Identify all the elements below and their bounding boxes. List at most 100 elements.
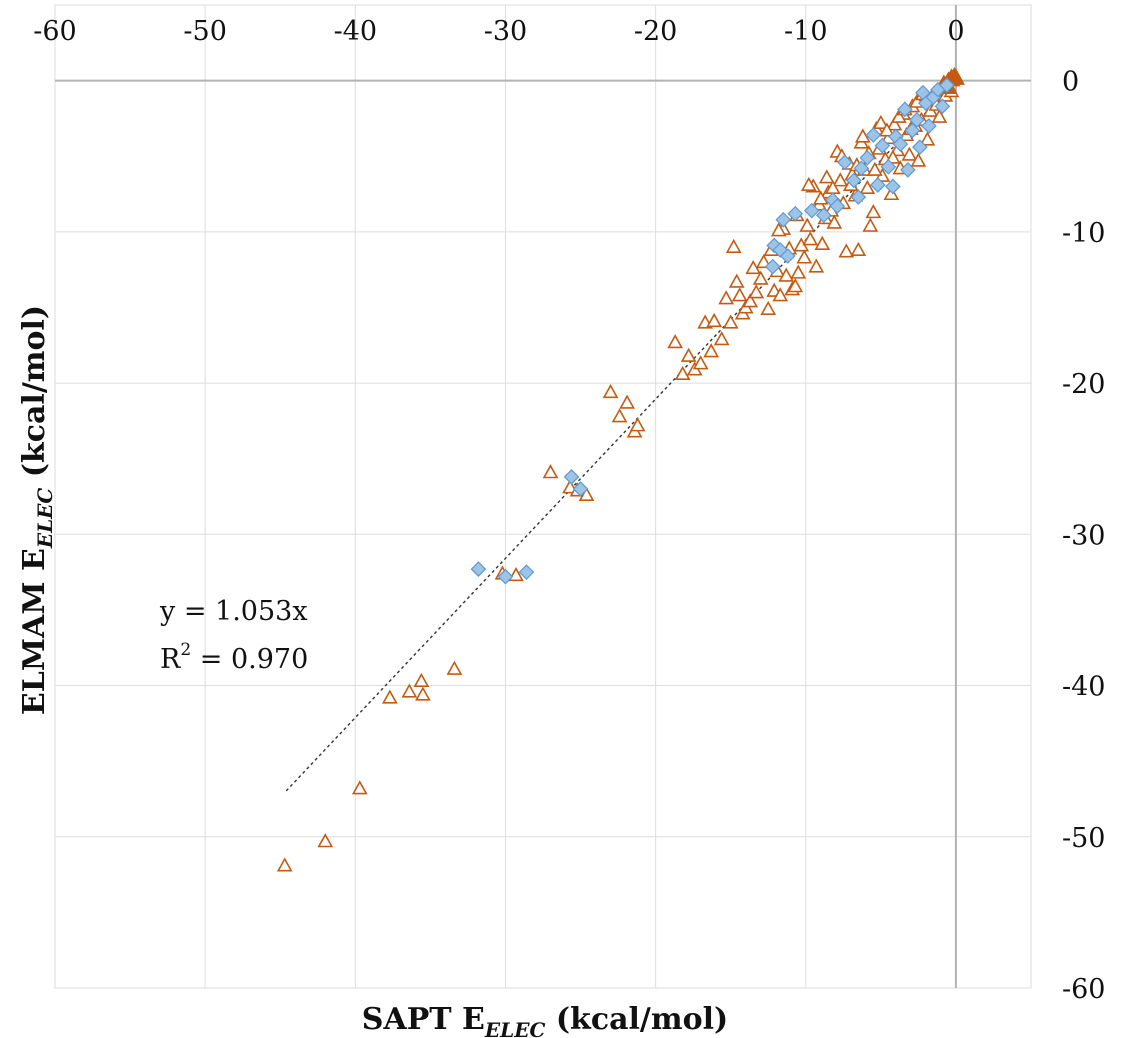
triangle-point [854, 128, 871, 143]
diamond-point [803, 202, 820, 219]
trendline [285, 80, 957, 792]
diamond-point [497, 568, 514, 585]
x-tick-label: 0 [947, 16, 964, 47]
y-tick-label: -10 [1062, 218, 1105, 249]
triangle-point [381, 689, 398, 704]
triangle-point [866, 161, 883, 176]
triangle-point [351, 780, 368, 795]
triangle-point [812, 190, 829, 205]
triangle-point [878, 122, 895, 137]
diamond-point [897, 101, 913, 118]
diamond-point [766, 237, 783, 254]
triangle-point [814, 235, 831, 250]
diamond-point [572, 481, 589, 497]
triangle-point [826, 214, 843, 229]
diamond-point [869, 177, 886, 193]
axes [55, 5, 1031, 988]
diamond-point [874, 137, 891, 154]
y-tick-label: -40 [1062, 672, 1105, 703]
triangle-point [800, 176, 817, 191]
triangle-point [755, 253, 772, 269]
gridlines [54, 4, 1032, 989]
triangle-point [850, 241, 867, 256]
triangle-point [401, 683, 418, 698]
triangle-point [706, 312, 723, 328]
triangle-point [722, 314, 739, 329]
triangle-point [760, 300, 777, 315]
triangle-point [413, 672, 430, 688]
diamond-point [845, 172, 862, 189]
r-squared-label: R2 = 0.970 [160, 640, 308, 675]
x-tick-label: -40 [334, 16, 377, 47]
triangle-point [742, 293, 759, 308]
y-tick-label: -20 [1062, 369, 1105, 400]
y-tick-label: -60 [1062, 974, 1105, 1005]
tick-labels: -60 -50 -40 -30 -20 -10 0 0 -10 -20 -30 -40 -50 -60 [33, 16, 1105, 1005]
triangle-point [562, 479, 578, 494]
diamond-point [904, 122, 921, 139]
triangle-point [886, 116, 903, 131]
triangle-point [317, 833, 334, 848]
triangle-point [692, 355, 709, 370]
triangle-point [713, 331, 730, 346]
triangle-point [859, 179, 876, 194]
x-tick-label: -60 [33, 16, 76, 47]
triangle-point [884, 149, 901, 164]
triangle-point [838, 243, 855, 258]
triangle-point [446, 660, 463, 675]
triangle-point [891, 108, 907, 123]
triangle-point [787, 278, 804, 293]
triangle-point [578, 486, 595, 501]
triangle-point [883, 185, 900, 201]
triangle-point [611, 408, 628, 423]
triangle-point [778, 267, 795, 282]
triangle-point [731, 287, 748, 302]
triangle-point [508, 566, 524, 582]
filled-triangle-point [949, 71, 965, 85]
triangle-point [703, 343, 720, 358]
diamond-point [787, 205, 804, 222]
triangle-point [542, 464, 559, 479]
triangle-point [808, 258, 825, 273]
diamond-point [885, 178, 901, 195]
x-tick-label: -50 [183, 16, 226, 47]
triangle-point [619, 394, 635, 409]
diamond-point [939, 77, 955, 94]
triangle-point [718, 290, 735, 305]
diamond-point [815, 207, 832, 224]
diamond-point [934, 98, 951, 115]
diamond-point [892, 136, 909, 152]
data-points [276, 66, 965, 872]
triangle-point [728, 273, 745, 288]
y-tick-label: -50 [1062, 823, 1105, 854]
x-axis-title: SAPT EELEC (kcal/mol) [362, 1002, 728, 1038]
triangle-point [276, 857, 293, 872]
diamond-point [921, 118, 937, 134]
triangle-point [725, 238, 742, 253]
triangle-point [872, 114, 889, 129]
triangle-point [799, 217, 816, 232]
triangle-point [790, 264, 807, 279]
y-tick-label: 0 [1062, 67, 1079, 98]
diamond-point [909, 112, 925, 128]
diamond-point [470, 561, 487, 577]
x-tick-label: -30 [484, 16, 527, 47]
diamond-point [865, 127, 882, 143]
y-axis-title: ELMAM EELEC (kcal/mol) [17, 305, 57, 715]
diamond-point [518, 564, 535, 580]
diamond-point [859, 149, 876, 166]
triangle-point [667, 334, 683, 349]
triangle-point [901, 146, 918, 161]
triangle-point [752, 270, 769, 285]
triangle-point [931, 108, 948, 123]
triangle-point [415, 686, 431, 701]
triangle-point [910, 152, 927, 167]
triangle-point [919, 131, 936, 146]
triangle-point [772, 287, 789, 302]
diamond-point [772, 242, 789, 258]
diamond-point [779, 248, 796, 264]
diamond-point [836, 154, 853, 171]
diamond-point [853, 160, 870, 177]
triangle-point [796, 249, 813, 264]
